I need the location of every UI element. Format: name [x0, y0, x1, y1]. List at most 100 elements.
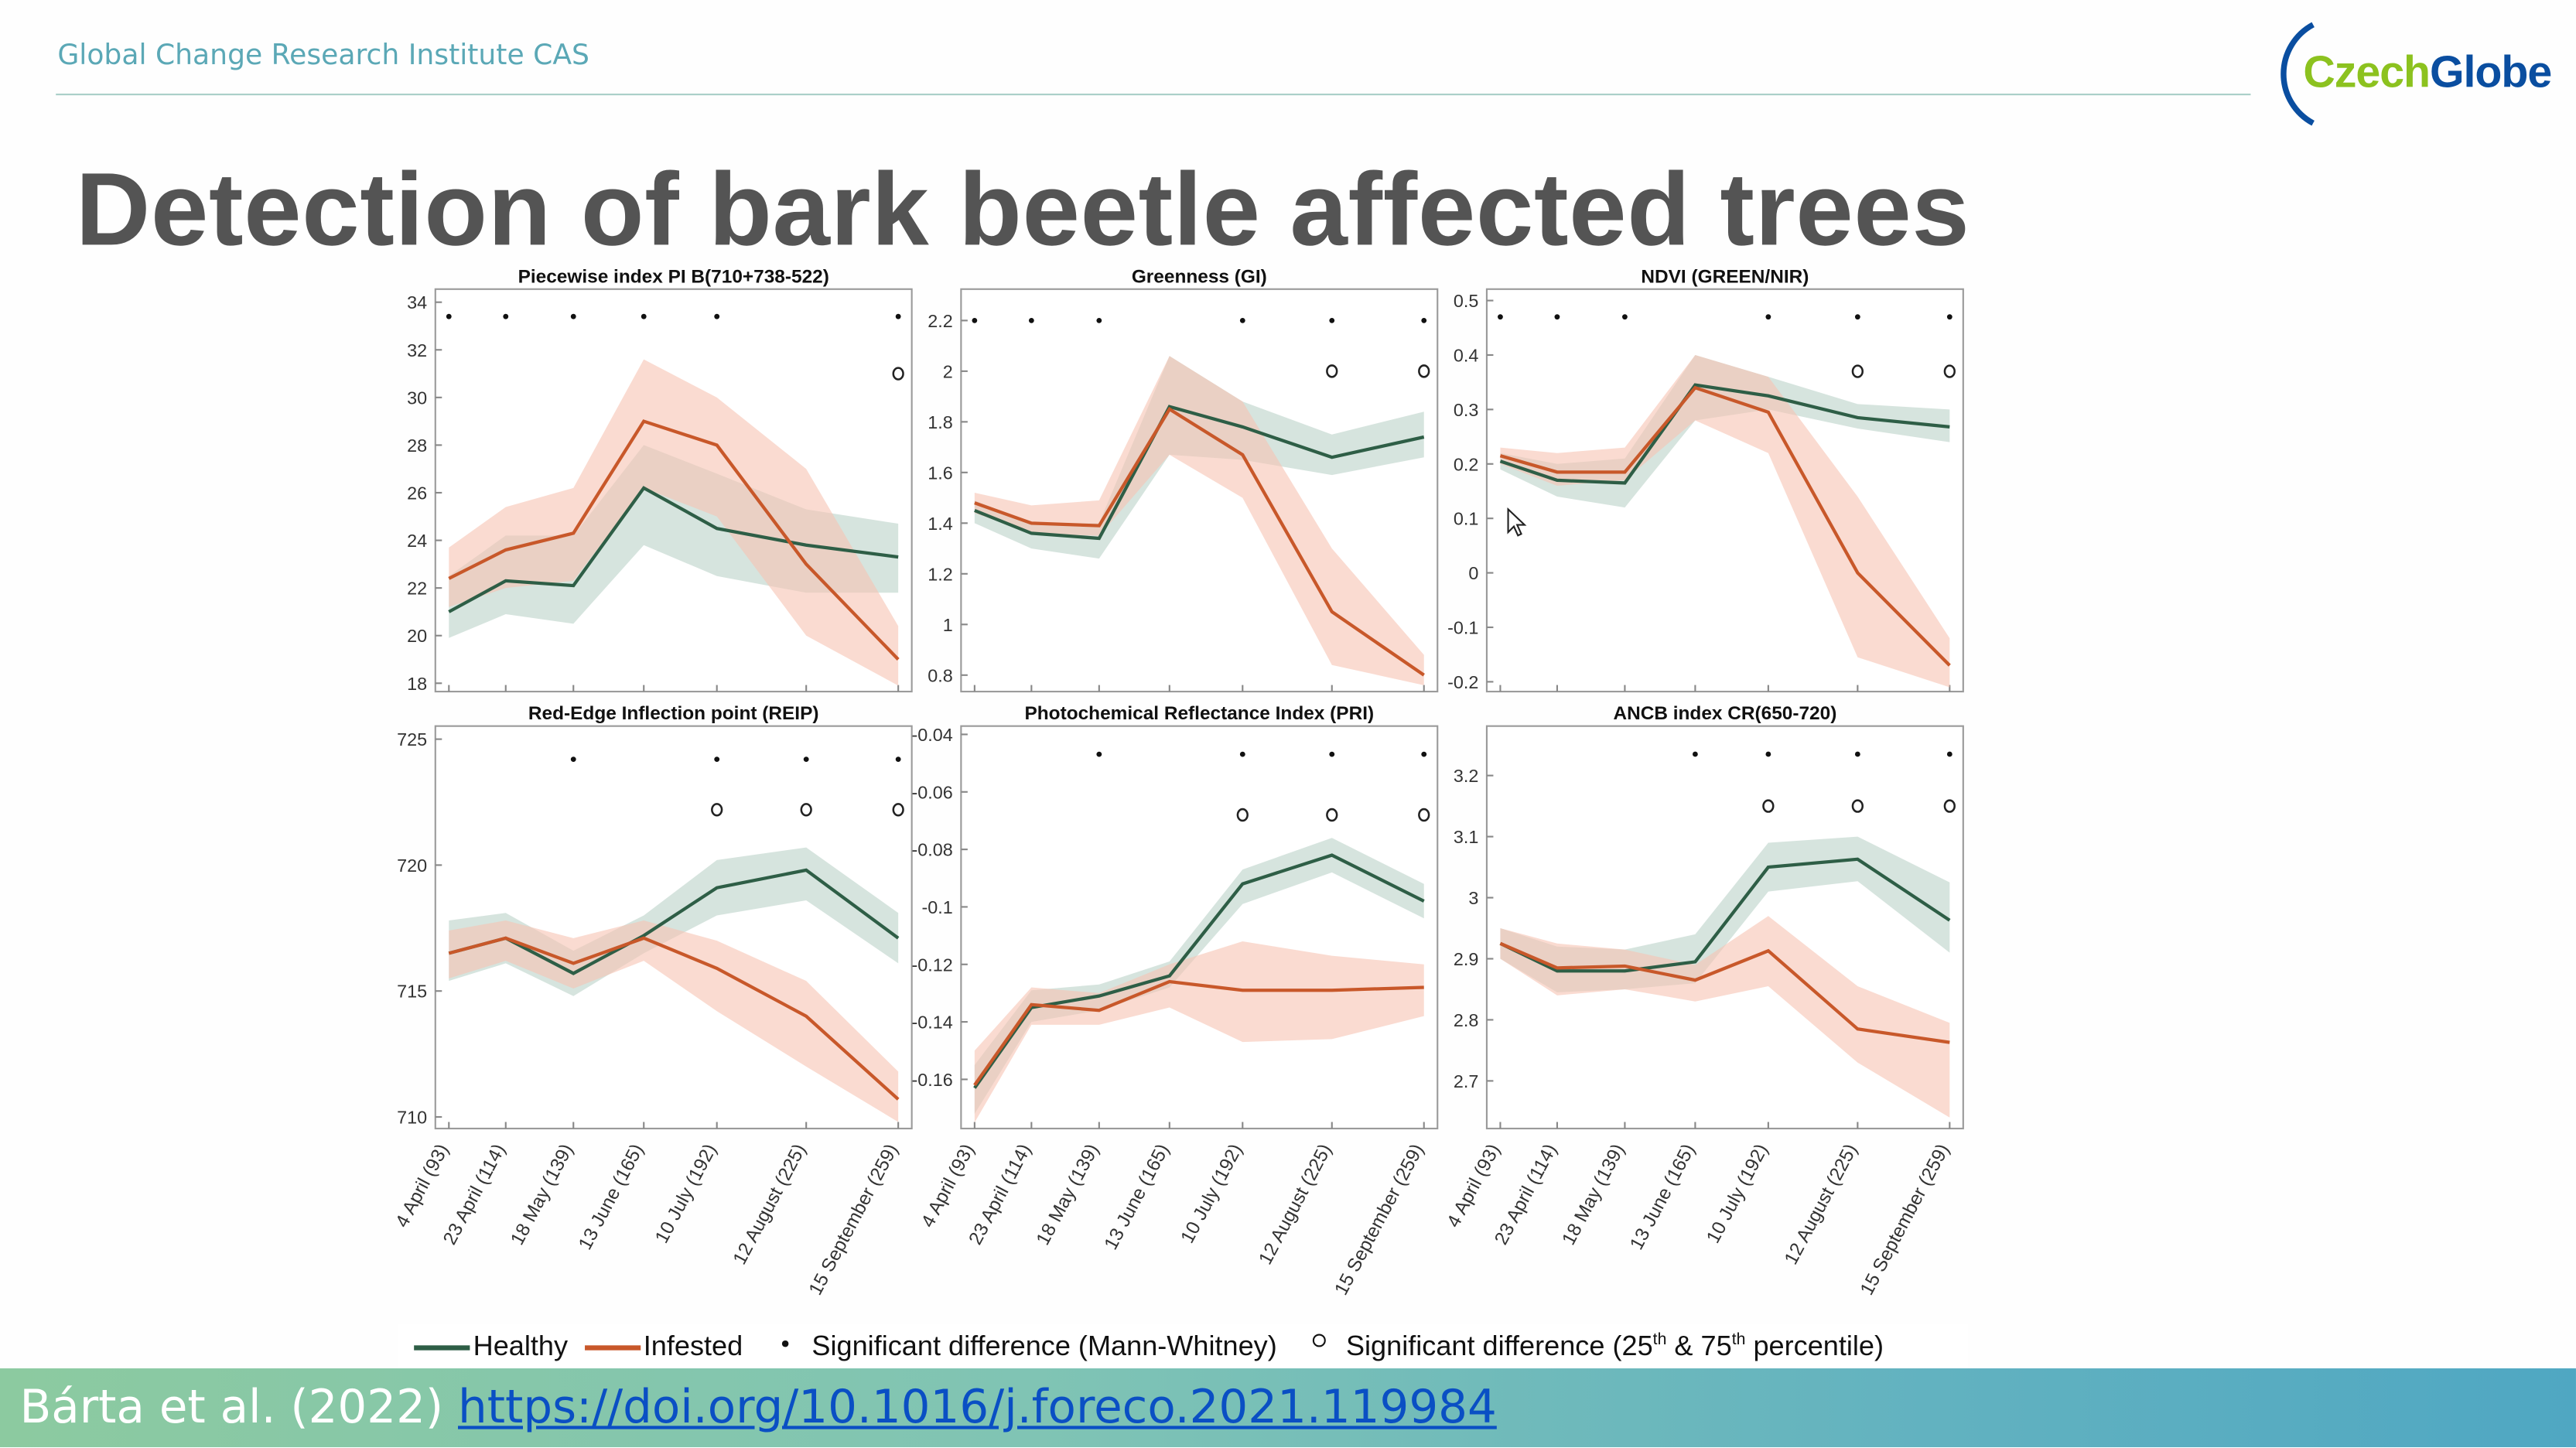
- percentile-circle: [1851, 364, 1864, 378]
- legend-mann-whitney: Significant difference (Mann-Whitney): [759, 1330, 1277, 1363]
- percentile-circle: [892, 803, 904, 817]
- y-tick-label: 0.8: [928, 665, 952, 685]
- mann-whitney-dot: [1692, 751, 1698, 757]
- percentile-circle: [1326, 364, 1338, 378]
- y-tick-label: 2.9: [1454, 949, 1478, 969]
- mann-whitney-dot: [1329, 317, 1335, 323]
- logo-globe: Globe: [2430, 47, 2552, 97]
- x-tick-label: 12 August (225): [1781, 1141, 1862, 1269]
- percentile-circle: [1236, 808, 1249, 822]
- infested-line: [448, 936, 900, 1101]
- y-tick-label: -0.2: [1447, 672, 1478, 692]
- y-tick-label: 0: [1468, 563, 1478, 583]
- y-tick-label: 2.7: [1454, 1071, 1478, 1091]
- percentile-circle: [1851, 799, 1864, 813]
- chart-title: Red-Edge Inflection point (REIP): [528, 703, 819, 724]
- institute-name: Global Change Research Institute CAS: [57, 39, 589, 73]
- y-tick-label: 30: [407, 388, 427, 408]
- mann-whitney-dot: [446, 313, 452, 319]
- y-tick-label: -0.1: [1447, 617, 1478, 637]
- logo-arc-icon: [2280, 22, 2315, 126]
- infested-line: [973, 979, 1424, 1087]
- mouse-cursor-icon: [1507, 507, 1527, 537]
- y-tick-label: 2.8: [1454, 1010, 1478, 1030]
- mann-whitney-dot: [1854, 314, 1860, 320]
- legend-percentile: Significant difference (25th & 75th perc…: [1293, 1330, 1884, 1363]
- y-tick-label: 3.1: [1454, 827, 1478, 847]
- chart-panel: Greenness (GI) 0.8 1 1.2 1.4 1.6 1.8 2 2.2: [928, 266, 1439, 693]
- citation: Bárta et al. (2022) https://doi.org/10.1…: [19, 1380, 1496, 1434]
- mann-whitney-dot: [503, 313, 509, 319]
- x-tick-label: 12 August (225): [729, 1141, 811, 1269]
- x-tick-label: 13 June (165): [1101, 1141, 1174, 1254]
- healthy-line: [974, 405, 1425, 541]
- y-tick-label: 0.1: [1454, 509, 1478, 529]
- x-tick-label: 13 June (165): [575, 1141, 648, 1254]
- infested-band: [974, 941, 1424, 1123]
- doi-link[interactable]: https://doi.org/10.1016/j.foreco.2021.11…: [458, 1379, 1497, 1434]
- mann-whitney-dot: [570, 313, 576, 319]
- healthy-swatch: [414, 1344, 470, 1350]
- x-tick-label: 13 June (165): [1626, 1141, 1700, 1254]
- mann-whitney-dot: [714, 756, 720, 763]
- y-tick-label: 26: [407, 483, 427, 503]
- y-tick-label: -0.08: [911, 840, 952, 860]
- y-tick-label: 2: [943, 361, 953, 381]
- mann-whitney-dot: [895, 313, 901, 319]
- legend-infested-label: Infested: [643, 1330, 743, 1362]
- chart-panel: ANCB index CR(650-720) 2.7 2.8 2.9 3 3.1 3.2 4 …: [1443, 703, 1964, 1299]
- mann-whitney-dot: [1096, 751, 1102, 757]
- percentile-circle: [1943, 364, 1956, 378]
- mann-whitney-dot: [1554, 314, 1560, 320]
- chart-panel: Photochemical Reflectance Index (PRI) -0.…: [911, 703, 1439, 1299]
- legend-healthy-label: Healthy: [473, 1330, 569, 1362]
- mann-whitney-dot: [1765, 751, 1771, 757]
- y-tick-label: 0.2: [1454, 454, 1478, 474]
- legend-percentile-label: Significant difference (25th & 75th perc…: [1345, 1330, 1884, 1362]
- y-tick-label: -0.16: [911, 1070, 952, 1090]
- mann-whitney-dot: [1622, 314, 1628, 320]
- mann-whitney-dot: [714, 313, 720, 319]
- chart-title: Greenness (GI): [1132, 266, 1267, 287]
- infested-line: [974, 407, 1425, 677]
- mann-whitney-dot: [1096, 317, 1102, 323]
- x-tick-label: 4 April (93): [917, 1141, 979, 1231]
- x-tick-label: 15 September (259): [1857, 1141, 1954, 1299]
- percentile-circle: [800, 803, 812, 817]
- legend-infested: Infested: [584, 1330, 743, 1363]
- y-tick-label: -0.14: [911, 1013, 952, 1033]
- chart-title: Photochemical Reflectance Index (PRI): [1024, 703, 1374, 724]
- infested-line: [448, 419, 900, 661]
- mann-whitney-dot: [1239, 751, 1245, 757]
- infested-band: [974, 356, 1424, 685]
- chart-legend: Healthy Infested Significant difference …: [397, 1323, 1969, 1371]
- mann-whitney-dot: [895, 756, 901, 763]
- x-tick-label: 10 July (192): [651, 1141, 721, 1247]
- mann-whitney-dot: [1946, 314, 1952, 320]
- healthy-line: [973, 853, 1425, 1089]
- percentile-circle: [711, 803, 723, 817]
- y-tick-label: 18: [407, 674, 427, 694]
- mann-whitney-dot: [641, 313, 647, 319]
- y-tick-label: 34: [407, 292, 427, 312]
- mann-whitney-dot: [1329, 751, 1335, 757]
- healthy-line: [1499, 383, 1950, 485]
- y-tick-label: 28: [407, 435, 427, 456]
- citation-text: Bárta et al. (2022): [19, 1379, 459, 1434]
- y-tick-label: 1.8: [928, 412, 952, 432]
- y-tick-label: 0.3: [1454, 400, 1478, 420]
- mann-whitney-dot: [1765, 314, 1771, 320]
- mann-whitney-dot: [1854, 751, 1860, 757]
- x-tick-label: 10 July (192): [1703, 1141, 1772, 1247]
- y-tick-label: 20: [407, 626, 427, 646]
- y-tick-label: -0.06: [911, 782, 952, 802]
- percentile-circle: [1418, 808, 1430, 822]
- mann-whitney-dot: [1498, 314, 1503, 320]
- x-tick-label: 10 July (192): [1177, 1141, 1247, 1247]
- chart-title: Piecewise index PI B(710+738-522): [518, 266, 829, 287]
- healthy-band: [449, 445, 899, 638]
- mann-whitney-dot: [570, 756, 576, 763]
- dot-marker-icon: [782, 1340, 789, 1347]
- healthy-line: [1499, 857, 1951, 973]
